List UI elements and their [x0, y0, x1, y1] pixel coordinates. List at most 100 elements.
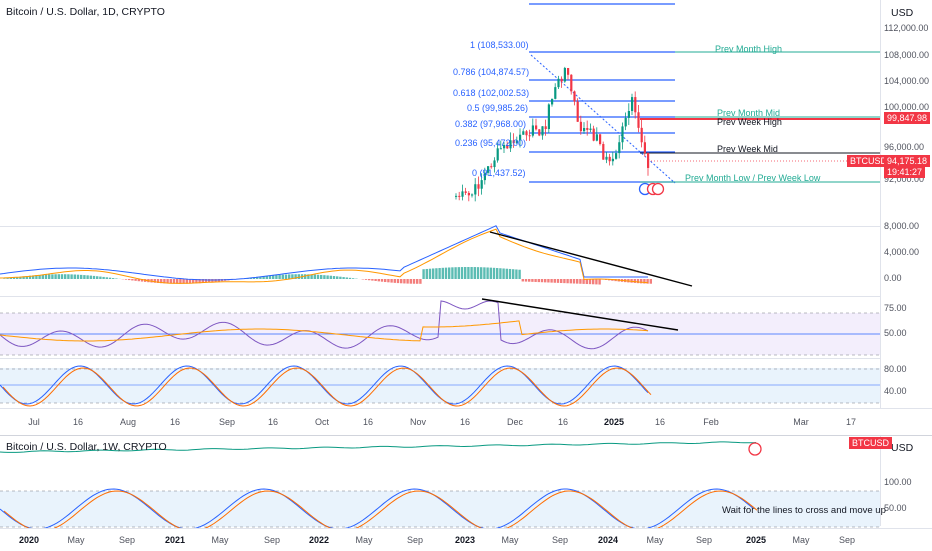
macd-bar [531, 279, 533, 282]
macd-bar [326, 275, 328, 279]
macd-bar [442, 268, 444, 279]
candle-body [458, 196, 460, 197]
macd-bar [512, 269, 514, 279]
time-tick: May [67, 535, 84, 545]
macd-bar [509, 269, 511, 279]
candle-body [586, 128, 588, 130]
candle-body [548, 104, 550, 129]
rsi-line [0, 301, 648, 349]
candle-body [465, 191, 467, 193]
time-tick: May [792, 535, 809, 545]
stoch-d-line [3, 368, 651, 406]
candle-body [471, 194, 473, 195]
prev-week-high-label: Prev Week High [717, 117, 782, 127]
macd-bar [342, 277, 344, 279]
candle-body [577, 102, 579, 122]
candle-body [573, 91, 575, 101]
time-tick: Nov [410, 417, 426, 427]
macd-bar [384, 279, 386, 282]
price-tick: 96,000.00 [884, 142, 924, 152]
candle-body [497, 148, 499, 160]
macd-bar [541, 279, 543, 282]
macd-bar [477, 267, 479, 279]
macd-bar [275, 275, 277, 279]
macd-axis[interactable] [880, 226, 932, 296]
price-tick: 100,000.00 [884, 102, 929, 112]
time-tick: 16 [170, 417, 180, 427]
time-tick: 16 [655, 417, 665, 427]
weekly-currency-button[interactable]: USD [891, 442, 913, 454]
macd-bar [413, 279, 415, 284]
candle-body [593, 129, 595, 141]
rsi-tick: 50.00 [884, 328, 907, 338]
chart-title: Bitcoin / U.S. Dollar, 1D, CRYPTO [6, 6, 165, 18]
candle-body [522, 131, 524, 134]
macd-bar [410, 279, 412, 284]
macd-bar [352, 278, 354, 279]
macd-bar [566, 279, 568, 283]
macd-bar [445, 268, 447, 279]
macd-bar [534, 279, 536, 282]
macd-bar [86, 275, 88, 279]
macd-bar [134, 279, 136, 281]
macd-tick: 8,000.00 [884, 221, 919, 231]
macd-bar [474, 267, 476, 279]
candle-body [529, 135, 531, 136]
event-icon [749, 443, 761, 455]
macd-bar [381, 279, 383, 282]
prev-month-low-label: Prev Month Low / Prev Week Low [685, 173, 820, 183]
macd-bar [371, 279, 373, 281]
candle-body [535, 125, 537, 129]
macd-bar [467, 267, 469, 279]
candle-body [564, 68, 566, 82]
macd-bar [99, 277, 101, 279]
macd-bar [336, 276, 338, 279]
weekly-stoch-tick: 50.00 [884, 503, 907, 513]
currency-button[interactable]: USD [891, 7, 913, 19]
macd-bar [438, 268, 440, 279]
macd-bar [634, 279, 636, 283]
candle-body [641, 128, 643, 142]
time-tick: May [646, 535, 663, 545]
price-tick: 104,000.00 [884, 76, 929, 86]
event-icon [653, 184, 664, 195]
fib-label: 0 (91,437.52) [472, 168, 526, 178]
macd-bar [573, 279, 575, 284]
macd-bar [106, 277, 108, 279]
macd-bar [538, 279, 540, 282]
candle-body [596, 134, 598, 140]
time-tick: 16 [558, 417, 568, 427]
candle-body [615, 153, 617, 159]
candle-body [589, 129, 591, 130]
macd-bar [93, 276, 95, 279]
time-tick: Aug [120, 417, 136, 427]
macd-bar [67, 274, 69, 279]
candle-body [609, 157, 611, 161]
macd-bar [589, 279, 591, 284]
macd-bar [333, 276, 335, 279]
candle-body [644, 142, 646, 153]
weekly-stoch-k-line [0, 489, 753, 529]
macd-bar [45, 275, 47, 279]
candle-body [561, 79, 563, 82]
macd-bar [397, 279, 399, 283]
price-tick: 108,000.00 [884, 50, 929, 60]
time-tick: Sep [696, 535, 712, 545]
candle-body [634, 97, 636, 112]
candle-body [583, 128, 585, 131]
fib-label: 0.236 (95,472.00) [455, 138, 526, 148]
macd-bar [528, 279, 530, 282]
macd-bar [490, 268, 492, 279]
macd-bar [74, 275, 76, 279]
macd-bar [102, 277, 104, 279]
macd-bar [390, 279, 392, 283]
macd-bar [461, 267, 463, 279]
time-tick: Sep [552, 535, 568, 545]
level-price-badge: 99,847.98 [884, 112, 930, 124]
time-tick: Sep [264, 535, 280, 545]
macd-bar [339, 277, 341, 279]
macd-bar [70, 274, 72, 279]
macd-bar [48, 274, 50, 279]
candle-body [541, 126, 543, 135]
